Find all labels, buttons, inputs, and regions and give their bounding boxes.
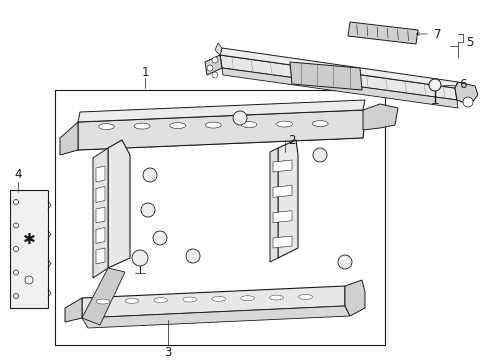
- Polygon shape: [96, 228, 105, 243]
- Polygon shape: [222, 68, 457, 108]
- Polygon shape: [298, 294, 312, 300]
- Text: 5: 5: [466, 36, 473, 49]
- Polygon shape: [312, 121, 327, 127]
- Polygon shape: [96, 248, 105, 264]
- Text: 2: 2: [287, 134, 295, 147]
- Text: 7: 7: [433, 27, 441, 40]
- Circle shape: [132, 250, 148, 266]
- Circle shape: [206, 65, 213, 71]
- Circle shape: [14, 270, 19, 275]
- Polygon shape: [276, 121, 292, 127]
- Circle shape: [212, 57, 218, 63]
- Polygon shape: [82, 306, 349, 328]
- Circle shape: [212, 72, 218, 78]
- Polygon shape: [60, 122, 78, 155]
- Polygon shape: [96, 186, 105, 202]
- Polygon shape: [99, 123, 114, 130]
- Polygon shape: [154, 298, 167, 303]
- Text: 6: 6: [458, 78, 466, 91]
- Circle shape: [14, 223, 19, 228]
- Polygon shape: [78, 110, 364, 150]
- Polygon shape: [78, 100, 364, 122]
- Polygon shape: [96, 299, 110, 304]
- Polygon shape: [96, 207, 105, 223]
- Circle shape: [153, 231, 167, 245]
- Polygon shape: [454, 82, 477, 105]
- Circle shape: [14, 293, 19, 298]
- Polygon shape: [134, 123, 150, 129]
- Polygon shape: [269, 148, 278, 262]
- Polygon shape: [269, 295, 283, 300]
- Circle shape: [25, 276, 33, 284]
- Polygon shape: [204, 55, 222, 75]
- Circle shape: [462, 97, 472, 107]
- Polygon shape: [183, 297, 197, 302]
- Polygon shape: [169, 123, 185, 129]
- Polygon shape: [205, 122, 221, 128]
- Polygon shape: [272, 211, 291, 223]
- Circle shape: [232, 111, 246, 125]
- Polygon shape: [108, 140, 130, 268]
- Polygon shape: [82, 268, 125, 325]
- Polygon shape: [272, 160, 291, 172]
- Polygon shape: [241, 122, 257, 127]
- Bar: [10, 190, 48, 308]
- Polygon shape: [125, 298, 139, 303]
- Polygon shape: [82, 286, 345, 318]
- Polygon shape: [345, 280, 364, 316]
- Polygon shape: [241, 296, 254, 301]
- Circle shape: [337, 255, 351, 269]
- Polygon shape: [220, 48, 457, 88]
- Polygon shape: [362, 104, 397, 130]
- Circle shape: [14, 199, 19, 204]
- Polygon shape: [93, 148, 108, 278]
- Circle shape: [312, 148, 326, 162]
- Polygon shape: [65, 298, 82, 322]
- Text: 3: 3: [164, 346, 171, 359]
- Polygon shape: [272, 236, 291, 248]
- Circle shape: [141, 203, 155, 217]
- Polygon shape: [347, 22, 417, 44]
- Polygon shape: [215, 43, 222, 55]
- Text: 1: 1: [141, 66, 148, 78]
- Polygon shape: [96, 166, 105, 182]
- Circle shape: [14, 247, 19, 252]
- Polygon shape: [272, 185, 291, 197]
- Polygon shape: [220, 55, 456, 100]
- Polygon shape: [78, 118, 364, 150]
- Polygon shape: [278, 140, 297, 258]
- Circle shape: [428, 79, 440, 91]
- Circle shape: [142, 168, 157, 182]
- Circle shape: [185, 249, 200, 263]
- Polygon shape: [211, 296, 225, 301]
- Text: 4: 4: [14, 168, 21, 181]
- Polygon shape: [78, 110, 364, 142]
- Polygon shape: [289, 62, 361, 90]
- Text: ✱: ✱: [22, 233, 35, 248]
